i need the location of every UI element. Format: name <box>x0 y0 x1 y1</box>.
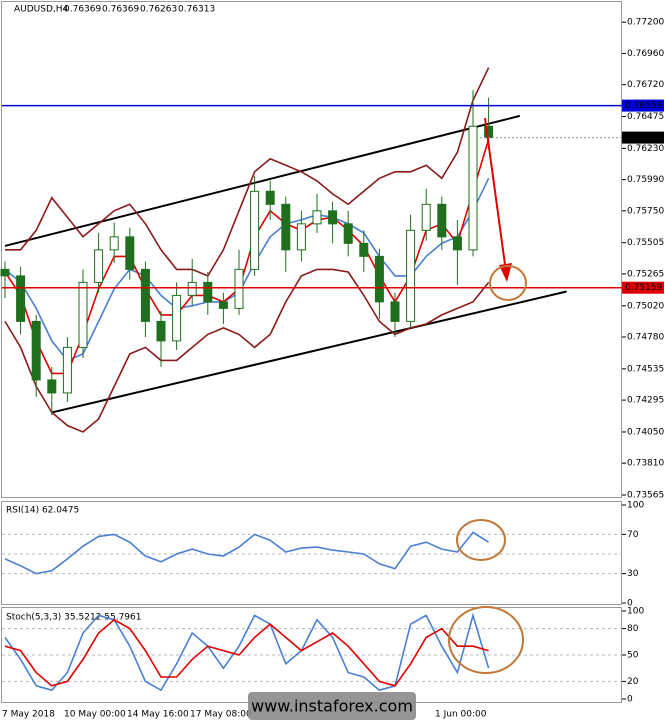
y-tick-label: 0.74535 <box>627 364 664 374</box>
candle-body <box>16 275 26 322</box>
candle-body <box>250 190 260 270</box>
y-tick-label: 0.73810 <box>627 459 664 469</box>
y-tick-label: 0.75020 <box>627 301 664 311</box>
header-low: 0.76263 <box>140 5 177 15</box>
candle-body <box>203 281 213 303</box>
y-tick-label: 100 <box>627 501 644 511</box>
candle-body <box>125 236 135 270</box>
current-price-box <box>622 131 664 144</box>
y-tick-label: 0.74050 <box>627 427 664 437</box>
candle-body <box>359 242 369 257</box>
annotations <box>448 117 527 674</box>
candle-body <box>452 236 462 251</box>
level-label: 0.76559 <box>625 101 662 111</box>
indicator-line <box>4 618 489 687</box>
level-label-box <box>622 99 664 112</box>
y-tick-label: 30 <box>627 569 639 579</box>
y-tick-label: 20 <box>627 677 639 687</box>
candle-body <box>187 281 197 296</box>
y-tick-label: 0.75990 <box>627 175 664 185</box>
candle-body <box>421 203 431 231</box>
candle-body <box>328 210 338 225</box>
rsi-title: RSI(14) 62.0475 <box>6 506 79 516</box>
rsi-pane <box>1 501 622 605</box>
candle-body <box>437 203 447 238</box>
watermark-box <box>248 692 416 720</box>
y-tick-label: 0.74780 <box>627 333 664 343</box>
highlight-circle <box>448 606 524 674</box>
trendline <box>4 114 521 247</box>
y-tick-label: 80 <box>627 624 639 634</box>
current-price-label: 0.76313 <box>625 133 662 143</box>
forecast-arrow <box>484 117 507 273</box>
indicator-line <box>4 612 490 692</box>
symbol: AUDUSD,H4 <box>14 5 69 15</box>
y-tick-label: 0.76720 <box>627 80 664 90</box>
y-tick-label: 0.75505 <box>627 238 664 248</box>
y-tick-label: 0.75750 <box>627 206 664 216</box>
watermark: www.instaforex.com <box>251 697 413 716</box>
y-tick-label: 100 <box>627 607 644 617</box>
candle-body <box>468 125 478 251</box>
y-tick-label: 0.76960 <box>627 49 664 59</box>
candle-body <box>296 223 306 251</box>
main-pane <box>1 1 622 498</box>
candle-body <box>109 236 119 251</box>
indicator-line <box>4 268 490 433</box>
y-tick-label: 0.77200 <box>627 18 664 28</box>
indicator-line <box>4 531 490 575</box>
y-tick-label: 0.76230 <box>627 144 664 154</box>
candle-body <box>265 190 275 205</box>
highlight-circle <box>456 519 506 561</box>
y-tick-label: 0.73565 <box>627 491 664 501</box>
header: AUDUSD,H4 0.76369 0.76369 0.76263 0.7631… <box>14 5 215 15</box>
candle-body <box>78 281 88 348</box>
candle-body <box>31 320 41 381</box>
candle-body <box>281 203 291 251</box>
header-high: 0.76369 <box>102 5 139 15</box>
time-label: 10 May 00:00 <box>64 710 126 720</box>
time-label: 14 May 16:00 <box>127 710 189 720</box>
candle-body <box>47 379 57 394</box>
candle-body <box>374 255 384 303</box>
candle-body <box>312 210 322 225</box>
level-label: 0.75159 <box>625 283 662 293</box>
stoch-title: Stoch(5,3,3) 35.5212 55.7961 <box>6 613 141 623</box>
candle-body <box>218 301 228 309</box>
y-tick-label: 0.74295 <box>627 396 664 406</box>
y-tick-label: 0 <box>627 599 633 609</box>
trendline <box>51 290 567 414</box>
y-tick-label: 0.75265 <box>627 269 664 279</box>
candle-body <box>172 294 182 342</box>
highlight-circle <box>489 265 527 301</box>
y-tick-label: 0.76475 <box>627 112 664 122</box>
candle-body <box>140 268 150 322</box>
level-label-box <box>622 281 664 294</box>
time-label: 17 May 08:00 <box>190 710 252 720</box>
candle-body <box>62 346 72 394</box>
header-open: 0.76369 <box>64 5 101 15</box>
candle-body <box>94 249 104 283</box>
candle-body <box>390 301 400 322</box>
candle-body <box>156 320 166 342</box>
header-close: 0.76313 <box>178 5 215 15</box>
indicator-line <box>5 67 490 277</box>
candle-body <box>0 268 10 277</box>
y-tick-label: 0 <box>627 695 633 705</box>
time-label: 1 Jun 00:00 <box>435 710 487 720</box>
y-tick-label: 70 <box>627 530 639 540</box>
y-tick-label: 50 <box>627 651 639 661</box>
candle-body <box>343 223 353 244</box>
time-label: 7 May 2018 <box>2 710 55 720</box>
candle-body <box>234 268 244 309</box>
candle-body <box>406 229 416 322</box>
